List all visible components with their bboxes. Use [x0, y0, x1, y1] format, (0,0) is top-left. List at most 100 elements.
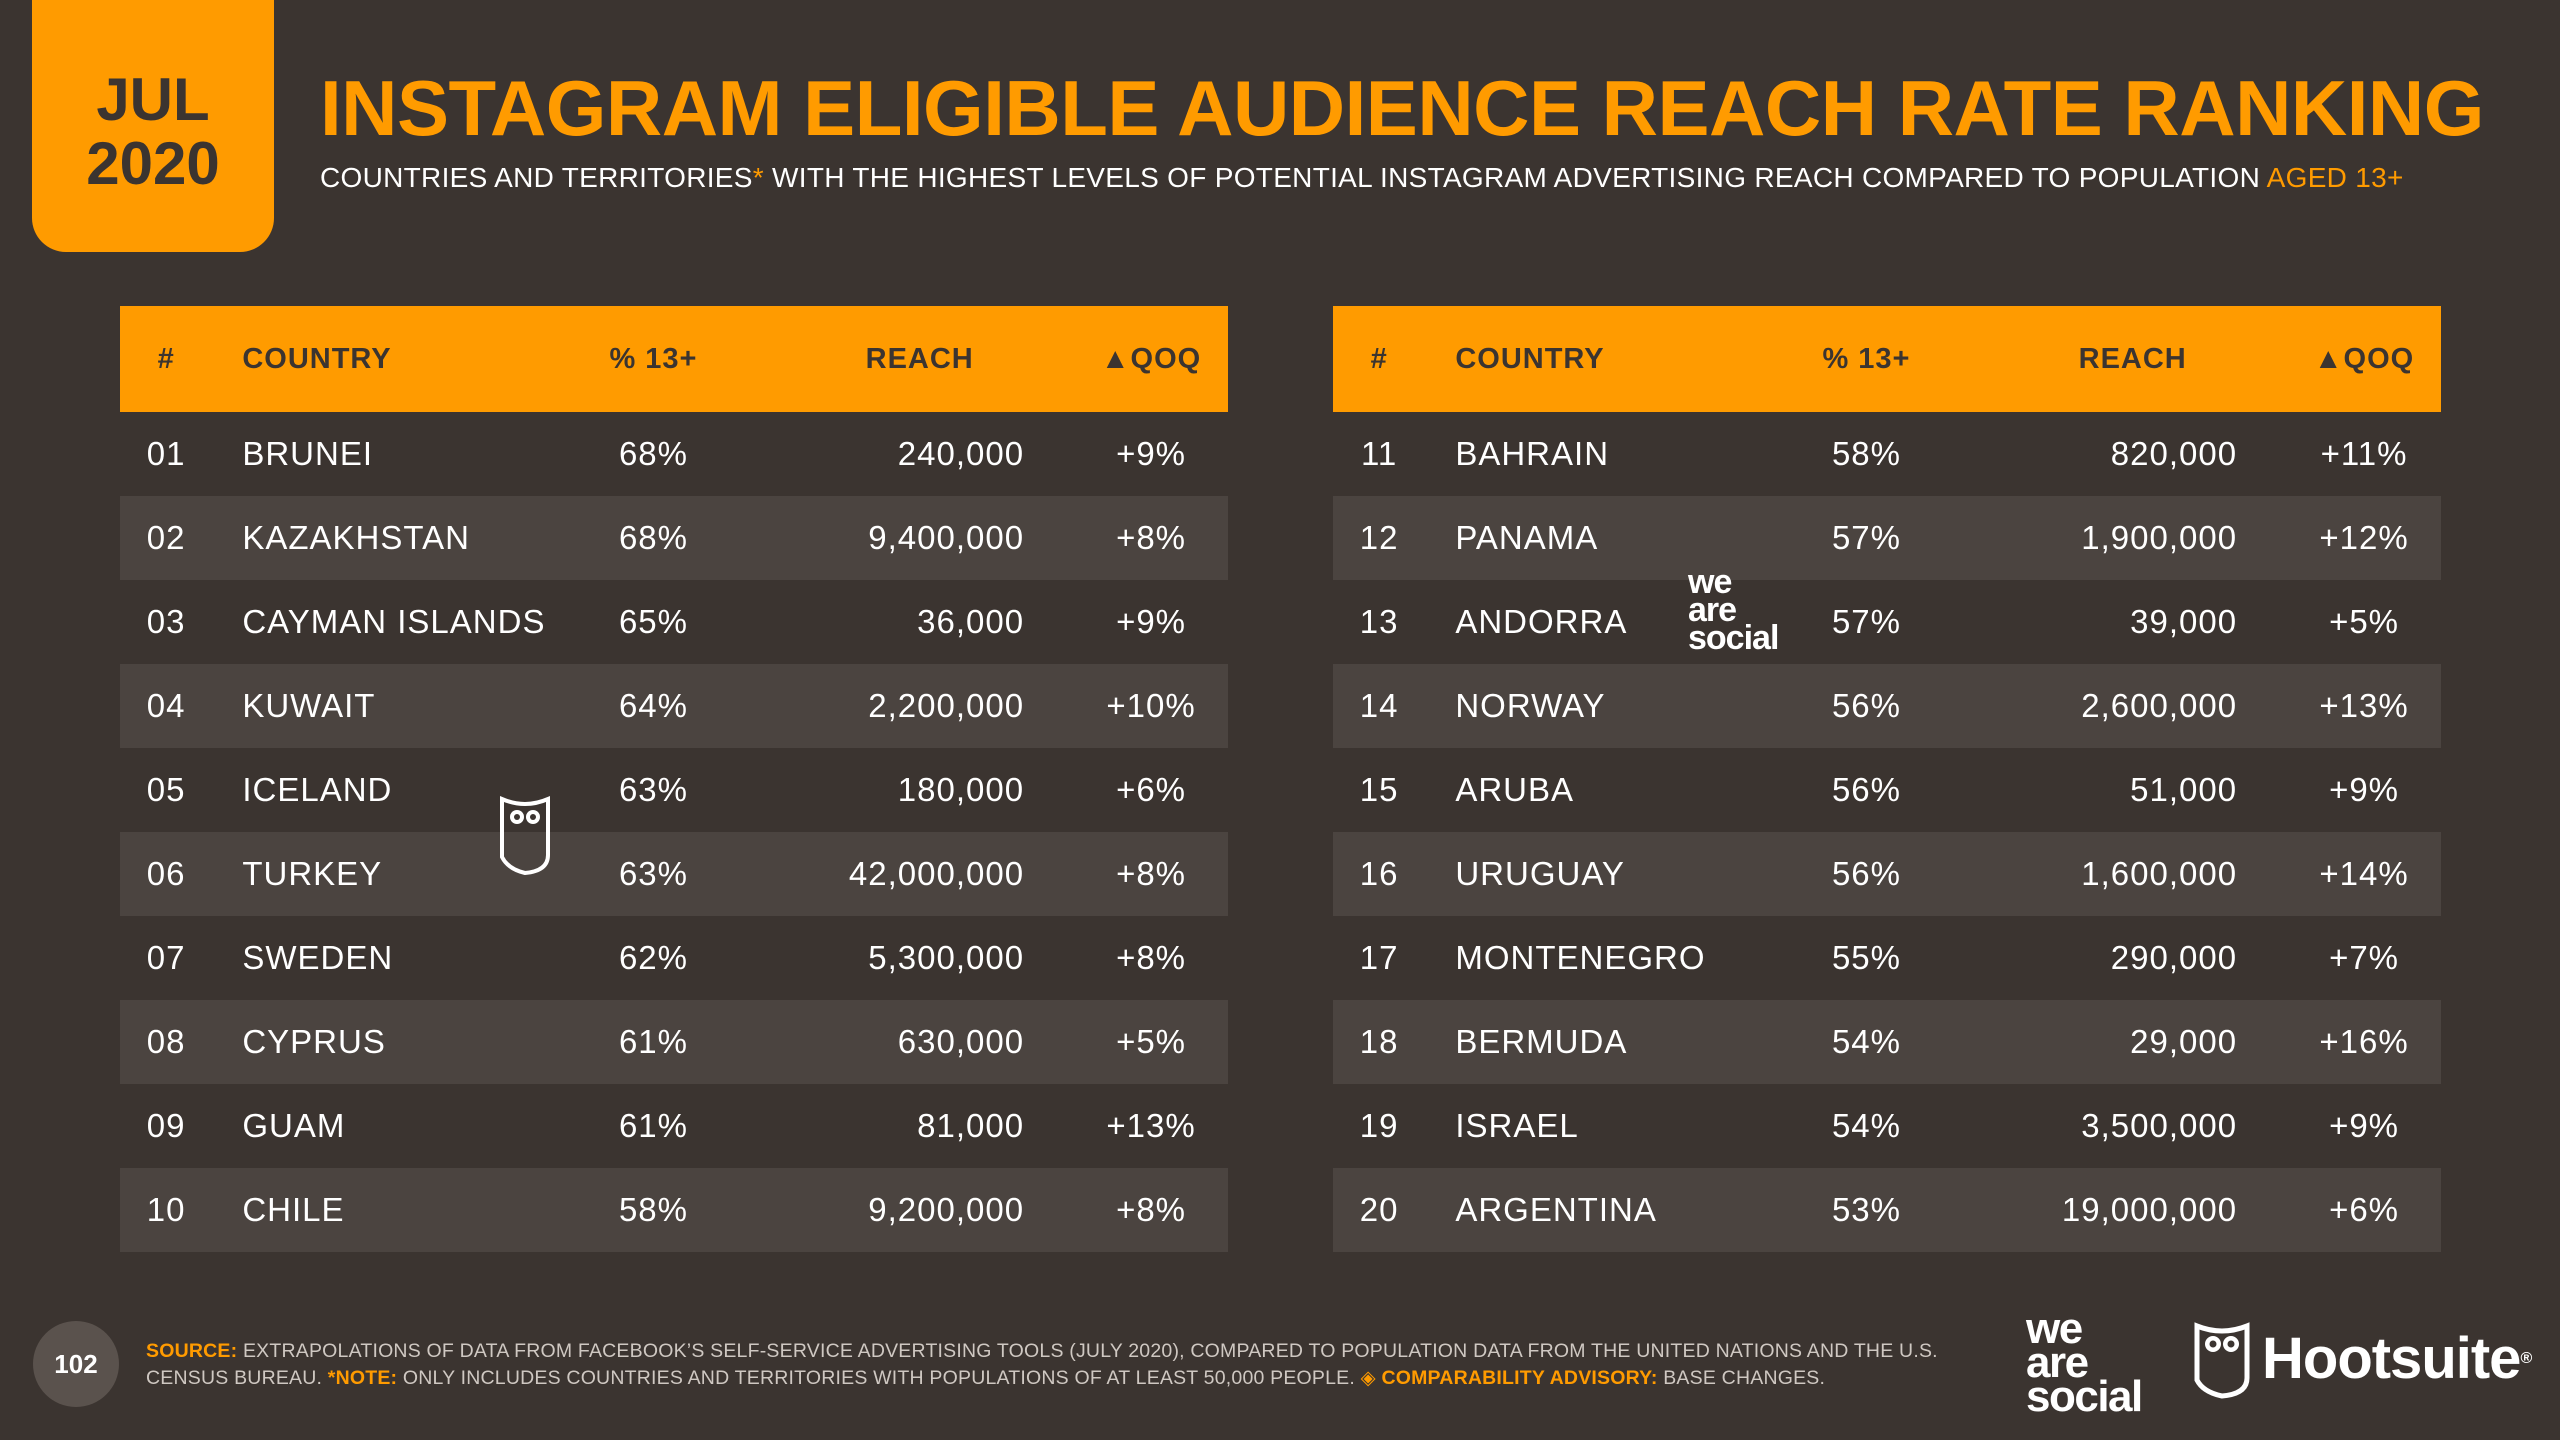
pct-cell: 63% [618, 771, 688, 808]
hootsuite-logo-text: Hootsuite [2262, 1326, 2521, 1391]
watermark-line2: are [1688, 591, 1737, 629]
pct-cell: 65% [618, 603, 688, 640]
watermark-line3: social [1688, 619, 1779, 657]
table-header: # COUNTRY % 13+ REACH ▲QOQ [1333, 306, 2441, 412]
advisory-text: BASE CHANGES. [1657, 1367, 1826, 1389]
reach-cell: 36,000 [917, 603, 1025, 640]
pct-cell: 63% [581, 832, 726, 916]
table-row: 17 MONTENEGRO 55% 290,000 +7% [1333, 916, 2441, 1000]
watermark-line1: we [1688, 563, 1732, 601]
reach-cell: 240,000 [897, 435, 1025, 472]
reach-cell: 820,000 [2110, 435, 2238, 472]
reach-cell: 81,000 [917, 1107, 1025, 1144]
qoq-cell: +10% [1074, 664, 1228, 748]
country-cell: ICELAND [242, 771, 393, 808]
pct-cell: 56% [1794, 832, 1939, 916]
table-row: 18 BERMUDA 54% 29,000 +16% [1333, 1000, 2441, 1084]
rank-cell: 18 [1333, 1000, 1426, 1084]
qoq-cell: +13% [1106, 1107, 1196, 1144]
qoq-cell: +5% [2329, 603, 2400, 640]
table-row: 04 KUWAIT 64% 2,200,000 +10% [120, 664, 1228, 748]
country-cell: CAYMAN ISLANDS [242, 603, 546, 640]
col-reach: REACH [725, 306, 1075, 412]
country-cell: TURKEY [212, 832, 582, 916]
page-subtitle: COUNTRIES AND TERRITORIES* WITH THE HIGH… [320, 162, 2404, 194]
country-cell: ISRAEL [1455, 1107, 1579, 1144]
rank-cell: 07 [146, 939, 186, 976]
table-row: 12 PANAMA 57% 1,900,000 +12% [1333, 496, 2441, 580]
reach-cell: 39,000 [2130, 603, 2238, 640]
reach-cell: 9,400,000 [725, 496, 1075, 580]
qoq-cell: +8% [1116, 939, 1187, 976]
qoq-cell: +9% [2329, 771, 2400, 808]
table-row: 14 NORWAY 56% 2,600,000 +13% [1333, 664, 2441, 748]
source-note: SOURCE: EXTRAPOLATIONS OF DATA FROM FACE… [146, 1338, 2006, 1392]
pct-cell: 61% [618, 1107, 688, 1144]
qoq-cell: +14% [2287, 832, 2441, 916]
qoq-cell: +6% [2287, 1168, 2441, 1252]
table-row: 19 ISRAEL 54% 3,500,000 +9% [1333, 1084, 2441, 1168]
table-row: 11 BAHRAIN 58% 820,000 +11% [1333, 412, 2441, 496]
reach-cell: 290,000 [2110, 939, 2238, 976]
country-cell: URUGUAY [1425, 832, 1795, 916]
rank-cell: 06 [120, 832, 213, 916]
ranking-table-left: # COUNTRY % 13+ REACH ▲QOQ 01 BRUNEI 68% 24… [120, 306, 1228, 1252]
col-pct: % 13+ [1794, 306, 1939, 412]
pct-cell: 56% [1794, 664, 1939, 748]
subtitle-main: WITH THE HIGHEST LEVELS OF POTENTIAL INS… [763, 162, 2267, 193]
pct-cell: 68% [618, 435, 688, 472]
col-country: COUNTRY [1425, 306, 1795, 412]
logo-line1: we [2026, 1304, 2083, 1353]
country-cell: MONTENEGRO [1455, 939, 1706, 976]
country-cell: BERMUDA [1425, 1000, 1795, 1084]
rank-cell: 05 [146, 771, 186, 808]
rank-cell: 17 [1359, 939, 1399, 976]
pct-cell: 55% [1831, 939, 1901, 976]
rank-cell: 08 [120, 1000, 213, 1084]
rank-cell: 04 [120, 664, 213, 748]
we-are-social-logo: we are social [2026, 1304, 2143, 1419]
subtitle-pre: COUNTRIES AND TERRITORIES [320, 162, 753, 193]
qoq-cell: +8% [1074, 1168, 1228, 1252]
country-cell: CHILE [212, 1168, 582, 1252]
reach-cell: 1,600,000 [1938, 832, 2288, 916]
logo-line2: are [2026, 1338, 2089, 1387]
page-title: INSTAGRAM ELIGIBLE AUDIENCE REACH RATE R… [320, 64, 2484, 152]
pct-cell: 54% [1794, 1000, 1939, 1084]
rank-cell: 02 [120, 496, 213, 580]
reach-cell: 42,000,000 [725, 832, 1075, 916]
reach-cell: 51,000 [2130, 771, 2238, 808]
table-row: 16 URUGUAY 56% 1,600,000 +14% [1333, 832, 2441, 916]
hootsuite-registered-mark: ® [2520, 1350, 2532, 1367]
qoq-cell: +11% [2320, 435, 2408, 472]
hootsuite-logo-icon [2194, 1322, 2250, 1399]
col-qoq: ▲QOQ [1074, 306, 1228, 412]
table-row: 07 SWEDEN 62% 5,300,000 +8% [120, 916, 1228, 1000]
pct-cell: 61% [581, 1000, 726, 1084]
rank-cell: 13 [1359, 603, 1399, 640]
qoq-cell: +5% [1074, 1000, 1228, 1084]
reach-cell: 180,000 [897, 771, 1025, 808]
pct-cell: 57% [1831, 603, 1901, 640]
qoq-cell: +9% [2329, 1107, 2400, 1144]
reach-cell: 2,600,000 [1938, 664, 2288, 748]
qoq-cell: +7% [2329, 939, 2400, 976]
table-row: 02 KAZAKHSTAN 68% 9,400,000 +8% [120, 496, 1228, 580]
col-pct: % 13+ [581, 306, 726, 412]
pct-cell: 54% [1831, 1107, 1901, 1144]
reach-cell: 2,200,000 [725, 664, 1075, 748]
reach-cell: 19,000,000 [1938, 1168, 2288, 1252]
country-cell: KAZAKHSTAN [212, 496, 582, 580]
rank-cell: 16 [1333, 832, 1426, 916]
rank-cell: 19 [1359, 1107, 1399, 1144]
reach-cell: 1,900,000 [1938, 496, 2288, 580]
pct-cell: 68% [581, 496, 726, 580]
hootsuite-owl-icon [500, 795, 550, 876]
reach-cell: 9,200,000 [725, 1168, 1075, 1252]
reach-cell: 29,000 [1938, 1000, 2288, 1084]
table-row: 15 ARUBA 56% 51,000 +9% [1333, 748, 2441, 832]
table-row: 01 BRUNEI 68% 240,000 +9% [120, 412, 1228, 496]
qoq-cell: +13% [2287, 664, 2441, 748]
reach-cell: 5,300,000 [868, 939, 1025, 976]
pct-cell: 53% [1794, 1168, 1939, 1252]
